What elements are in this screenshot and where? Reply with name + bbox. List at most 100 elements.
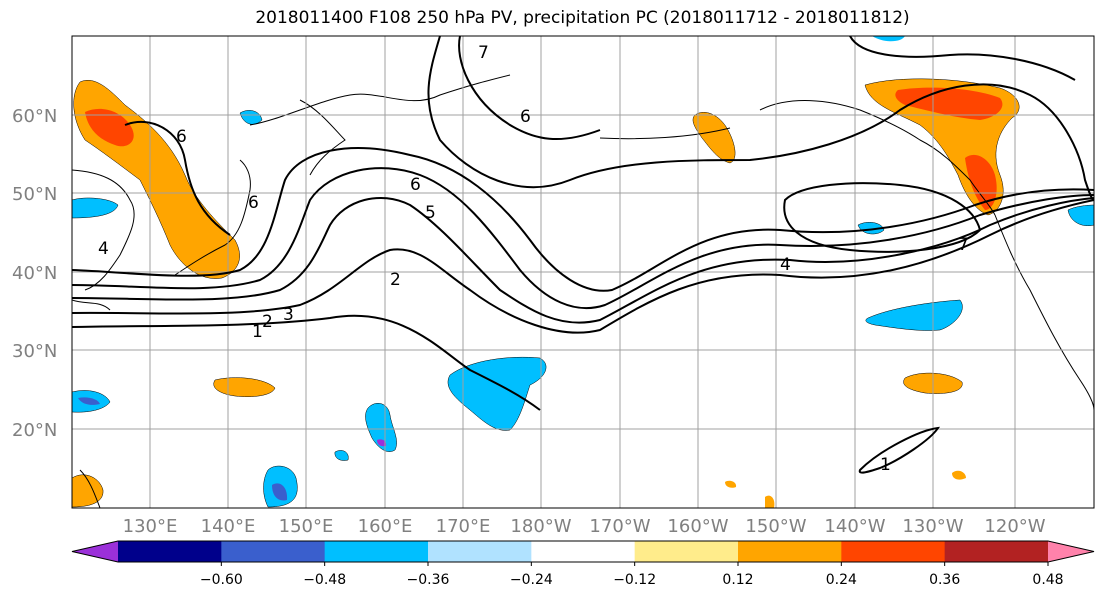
pv-contour-label: 6 [248,193,259,213]
precip-positive-region [213,377,276,397]
coastline-north-america [994,214,1094,411]
pv-contour-4 [72,167,1094,310]
precip-negative-region [865,299,963,331]
lon-label: 180°W [510,516,571,537]
precip-shading [72,36,1094,508]
precip-positive-region [765,495,775,508]
pv-contour-7 [783,182,982,253]
pv-contour-6 [124,120,231,236]
pv-contour-2 [72,199,1094,334]
lon-label: 160°E [358,516,413,537]
coastline-aleutians [599,127,731,140]
coastline-siberia [249,74,511,126]
pv-contour-label: 2 [390,270,401,290]
map-title: 2018011400 F108 250 hPa PV, precipitatio… [255,8,910,28]
lat-label: 60°N [12,106,57,127]
colorbar-extend-high [1048,541,1094,562]
map-area: 7 6 6 6 6 5 4 4 2 3 2 1 1 7 [72,36,1094,508]
colorbar-tick-label: −0.48 [303,572,346,588]
colorbar-tick-label: −0.36 [407,572,450,588]
pv-contours [72,36,1094,474]
coastlines [72,74,1094,508]
coastline-alaska [759,100,996,216]
precip-negative-region [239,110,263,125]
colorbar-tick-label: 0.48 [1032,572,1063,588]
pv-contour-label: 7 [958,235,969,255]
pv-contour-1-closed [858,426,941,474]
pv-contour-3 [72,196,1094,324]
coastline-philippines [79,469,101,508]
pv-contour-label: 4 [98,239,109,259]
colorbar-segment [428,541,532,562]
pv-contour-label: 1 [880,455,891,475]
precip-positive-region [692,112,736,164]
pv-contour-label: 5 [425,203,436,223]
lat-label: 50°N [12,184,57,205]
pv-contour-label: 6 [176,127,187,147]
precip-positive-region [725,480,737,488]
colorbar-segment [841,541,946,562]
colorbar-tick-label: 0.36 [929,572,960,588]
lon-label: 130°E [123,516,178,537]
pv-contour-1 [72,314,541,411]
pv-contour-label: 1 [252,322,263,342]
pv-contour-label: 3 [283,305,294,325]
gridlines [72,36,1094,508]
pv-contour-label: 6 [520,107,531,127]
pv-contour-7 [427,36,1094,201]
lon-label: 140°W [824,516,885,537]
colorbar-segment [531,541,636,562]
colorbar-tick-label: 0.24 [826,572,857,588]
precip-negative-region [872,36,905,42]
lon-label: 150°W [745,516,806,537]
pv-contour-6 [458,36,601,141]
precip-negative-region [377,439,387,447]
lon-label: 120°W [984,516,1045,537]
pv-contour-label: 7 [478,43,489,63]
colorbar-segment [944,541,1049,562]
lon-label: 170°E [436,516,491,537]
colorbar-tick-label: −0.24 [510,572,553,588]
pv-contour-label: 2 [262,312,273,332]
lon-label: 140°E [201,516,256,537]
colorbar-tick-label: −0.60 [200,572,243,588]
colorbar-tick-label: −0.12 [613,572,656,588]
lat-label: 40°N [12,263,57,284]
pv-contour-5 [72,147,1094,292]
pv-contour-7 [849,36,1076,81]
precip-negative-region [1067,204,1094,226]
colorbar-segment [118,541,222,562]
colorbar-extend-low [72,541,118,562]
lon-label: 160°W [667,516,728,537]
pv-contour-label: 6 [410,175,421,195]
precip-negative-region [272,483,288,501]
precip-positive-region [952,470,966,480]
lat-label: 30°N [12,341,57,362]
colorbar-segment [738,541,842,562]
precip-negative-region [78,397,100,405]
colorbar-outline [71,540,1095,563]
lat-label: 20°N [12,420,57,441]
coastline-kamchatka [299,99,346,176]
lon-label: 150°E [279,516,334,537]
coastline-japan [174,159,251,276]
precip-negative-region [334,450,349,461]
pv-contour-labels: 7 6 6 6 6 5 4 4 2 3 2 1 1 7 [98,43,969,475]
colorbar-segment [221,541,326,562]
precip-negative-region [365,403,397,452]
precip-negative-region [447,356,547,431]
colorbar-segment [634,541,739,562]
lon-label: 130°W [902,516,963,537]
precip-positive-region [965,154,997,210]
coastline-asia [72,169,135,311]
precip-positive-region [85,108,134,147]
precip-positive-region [895,87,1003,120]
lon-label: 170°W [589,516,650,537]
pv-contour-label: 4 [780,255,791,275]
colorbar-tick-label: 0.12 [722,572,753,588]
colorbar: −0.60 −0.48 −0.36 −0.24 −0.12 0.12 0.24 0.36 0.4… [71,540,1095,588]
longitude-labels: 130°E 140°E 150°E 160°E 170°E 180°W 170°… [123,516,1046,537]
precip-negative-region [72,197,119,219]
colorbar-segment [324,541,429,562]
